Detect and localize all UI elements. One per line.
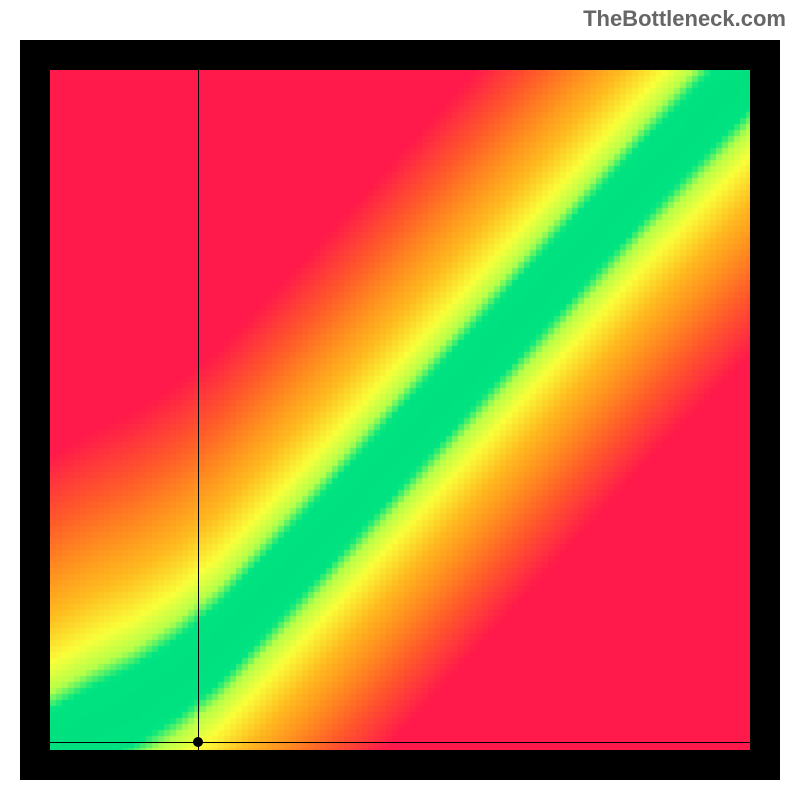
chart-container: TheBottleneck.com <box>0 0 800 800</box>
watermark-text: TheBottleneck.com <box>583 6 786 32</box>
chart-frame <box>20 40 780 780</box>
crosshair-vertical <box>198 70 199 750</box>
intersection-marker <box>193 737 203 747</box>
crosshair-horizontal <box>50 742 750 743</box>
heatmap-canvas <box>50 70 750 750</box>
